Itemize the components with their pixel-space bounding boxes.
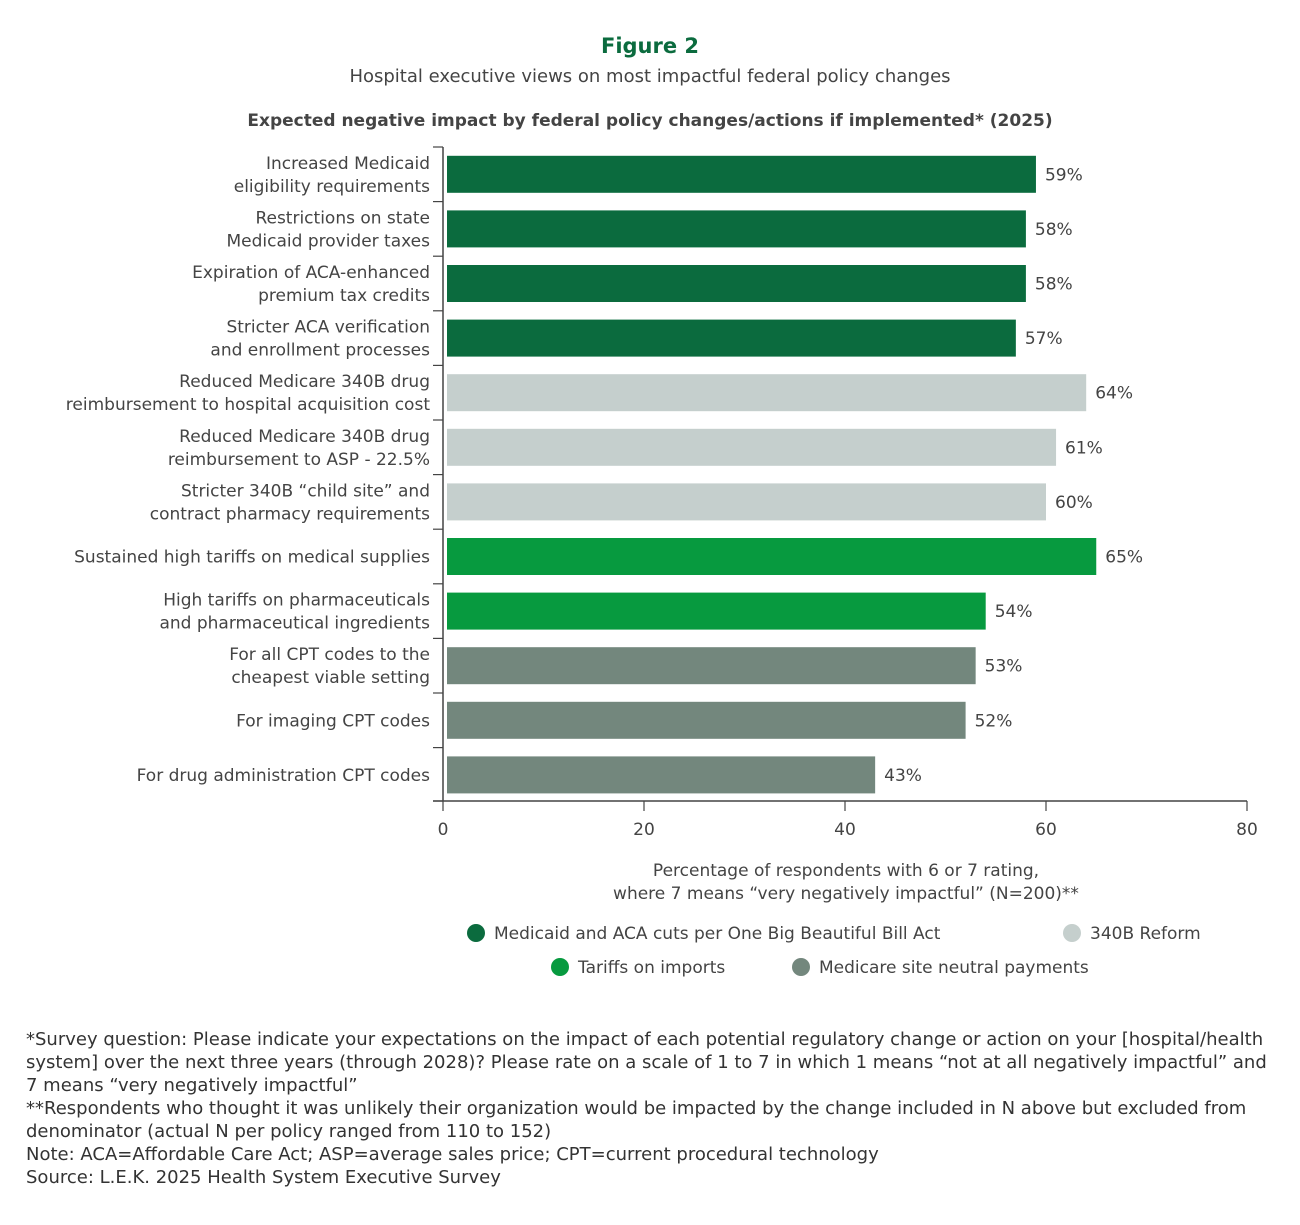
- data-label: 59%: [1045, 165, 1083, 185]
- category-label: Stricter 340B “child site” and: [181, 481, 430, 501]
- category-label: For all CPT codes to the: [229, 645, 430, 665]
- data-label: 54%: [995, 602, 1033, 622]
- bar: [447, 374, 1087, 412]
- bar: [447, 265, 1026, 302]
- footnote-survey-question: *Survey question: Please indicate your e…: [26, 1029, 1267, 1096]
- chart-title: Expected negative impact by federal poli…: [247, 111, 1052, 131]
- category-label: For drug administration CPT codes: [137, 766, 431, 786]
- data-label: 58%: [1035, 275, 1073, 295]
- category-label: reimbursement to hospital acquisition co…: [66, 395, 431, 415]
- category-label: eligibility requirements: [234, 177, 430, 197]
- bar: [447, 155, 1036, 193]
- footnote-source: Source: L.E.K. 2025 Health System Execut…: [26, 1167, 501, 1188]
- legend-label: Tariffs on imports: [577, 958, 725, 978]
- x-tick-label: 40: [834, 820, 856, 840]
- data-label: 57%: [1025, 329, 1063, 349]
- category-label: Expiration of ACA-enhanced: [192, 263, 430, 283]
- x-tick-label: 60: [1035, 820, 1057, 840]
- x-axis-label: Percentage of respondents with 6 or 7 ra…: [653, 861, 1039, 881]
- category-label: Sustained high tariffs on medical suppli…: [74, 548, 430, 568]
- legend-swatch: [467, 924, 485, 942]
- category-label: contract pharmacy requirements: [150, 504, 430, 524]
- footnote-respondents: **Respondents who thought it was unlikel…: [26, 1098, 1247, 1142]
- x-tick-label: 0: [438, 820, 449, 840]
- category-label: Medicaid provider taxes: [227, 231, 431, 251]
- bar: [447, 701, 966, 739]
- bar: [447, 483, 1046, 521]
- data-label: 65%: [1105, 548, 1143, 568]
- category-label: High tariffs on pharmaceuticals: [163, 591, 430, 611]
- data-label: 64%: [1095, 384, 1133, 404]
- x-tick-label: 20: [633, 820, 655, 840]
- legend-swatch: [551, 958, 569, 976]
- legend-label: Medicare site neutral payments: [819, 958, 1089, 978]
- x-axis-label: where 7 means “very negatively impactful…: [613, 884, 1079, 904]
- legend-label: Medicaid and ACA cuts per One Big Beauti…: [494, 924, 941, 944]
- category-label: Reduced Medicare 340B drug: [179, 372, 430, 392]
- bar-chart: Expected negative impact by federal poli…: [66, 111, 1258, 978]
- category-label: Increased Medicaid: [266, 154, 430, 174]
- bar: [447, 428, 1057, 466]
- data-label: 43%: [884, 766, 922, 786]
- legend-label: 340B Reform: [1090, 924, 1201, 944]
- category-label: Stricter ACA verification: [226, 318, 430, 338]
- footnotes: *Survey question: Please indicate your e…: [26, 1028, 1276, 1189]
- figure-label: Figure 2: [600, 34, 700, 58]
- category-label: Reduced Medicare 340B drug: [179, 427, 430, 447]
- data-label: 53%: [985, 657, 1023, 677]
- bar: [447, 210, 1026, 248]
- bar: [447, 538, 1097, 575]
- legend-swatch: [792, 958, 810, 976]
- bar: [447, 592, 986, 630]
- category-label: cheapest viable setting: [231, 668, 430, 688]
- category-label: and pharmaceutical ingredients: [159, 614, 430, 634]
- category-label: reimbursement to ASP - 22.5%: [168, 450, 430, 470]
- category-label: premium tax credits: [258, 286, 430, 306]
- data-label: 61%: [1065, 438, 1103, 458]
- figure-subtitle: Hospital executive views on most impactf…: [349, 66, 951, 87]
- data-label: 58%: [1035, 220, 1073, 240]
- data-label: 52%: [975, 711, 1013, 731]
- category-label: Restrictions on state: [255, 208, 430, 228]
- legend-swatch: [1063, 924, 1081, 942]
- category-label: and enrollment processes: [210, 341, 430, 361]
- data-label: 60%: [1055, 493, 1093, 513]
- bar: [447, 647, 976, 685]
- footnote-abbreviations: Note: ACA=Affordable Care Act; ASP=avera…: [26, 1144, 879, 1165]
- bar: [447, 319, 1016, 357]
- x-tick-label: 80: [1236, 820, 1258, 840]
- category-label: For imaging CPT codes: [236, 711, 430, 731]
- bar: [447, 756, 876, 794]
